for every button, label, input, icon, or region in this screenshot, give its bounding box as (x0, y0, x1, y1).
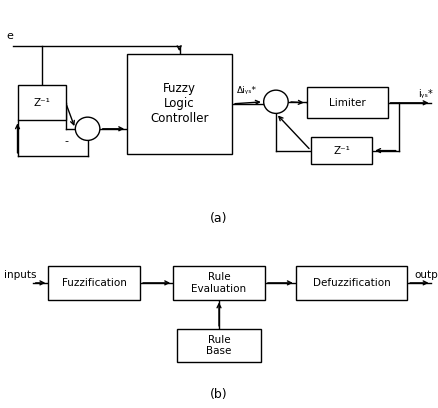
Text: Defuzzification: Defuzzification (313, 278, 390, 288)
Text: +: + (269, 104, 277, 113)
Text: +: + (272, 92, 279, 101)
Text: Rule
Evaluation: Rule Evaluation (191, 272, 247, 294)
Circle shape (75, 117, 100, 140)
Text: inputs: inputs (4, 270, 36, 280)
Text: -: - (64, 137, 68, 146)
Text: ce: ce (131, 130, 142, 140)
Bar (177, 329, 261, 362)
Text: Limiter: Limiter (329, 98, 365, 108)
Bar (127, 54, 232, 154)
Text: iᵧₛ*: iᵧₛ* (418, 89, 433, 99)
Text: Rule
Base: Rule Base (206, 335, 232, 356)
Bar (18, 85, 66, 120)
Bar (311, 137, 372, 164)
Bar (173, 266, 265, 299)
Text: (b): (b) (210, 388, 228, 401)
Text: Z⁻¹: Z⁻¹ (333, 146, 350, 155)
Text: Δiᵧₛ*: Δiᵧₛ* (237, 86, 258, 95)
Text: Fuzzy
Logic
Controller: Fuzzy Logic Controller (150, 82, 209, 125)
Text: +: + (88, 119, 96, 128)
Text: Fuzzification: Fuzzification (62, 278, 127, 288)
Circle shape (264, 90, 288, 113)
Bar (296, 266, 407, 299)
Bar (48, 266, 140, 299)
Text: (a): (a) (210, 212, 228, 225)
Text: Z⁻¹: Z⁻¹ (33, 98, 50, 108)
Text: e: e (7, 31, 14, 42)
Bar (307, 87, 388, 118)
Text: output: output (414, 270, 438, 280)
